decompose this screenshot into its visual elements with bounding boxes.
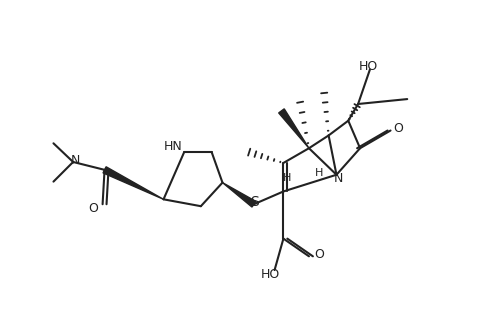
- Polygon shape: [103, 167, 164, 199]
- Text: H: H: [283, 173, 292, 183]
- Text: O: O: [88, 202, 98, 215]
- Polygon shape: [222, 183, 256, 207]
- Text: O: O: [394, 122, 404, 135]
- Text: HN: HN: [164, 140, 182, 153]
- Text: HO: HO: [358, 60, 378, 73]
- Text: HO: HO: [261, 267, 280, 281]
- Text: N: N: [70, 154, 80, 168]
- Text: S: S: [250, 195, 260, 209]
- Text: O: O: [314, 248, 324, 261]
- Polygon shape: [278, 109, 309, 148]
- Text: H: H: [314, 168, 323, 178]
- Text: N: N: [334, 172, 343, 185]
